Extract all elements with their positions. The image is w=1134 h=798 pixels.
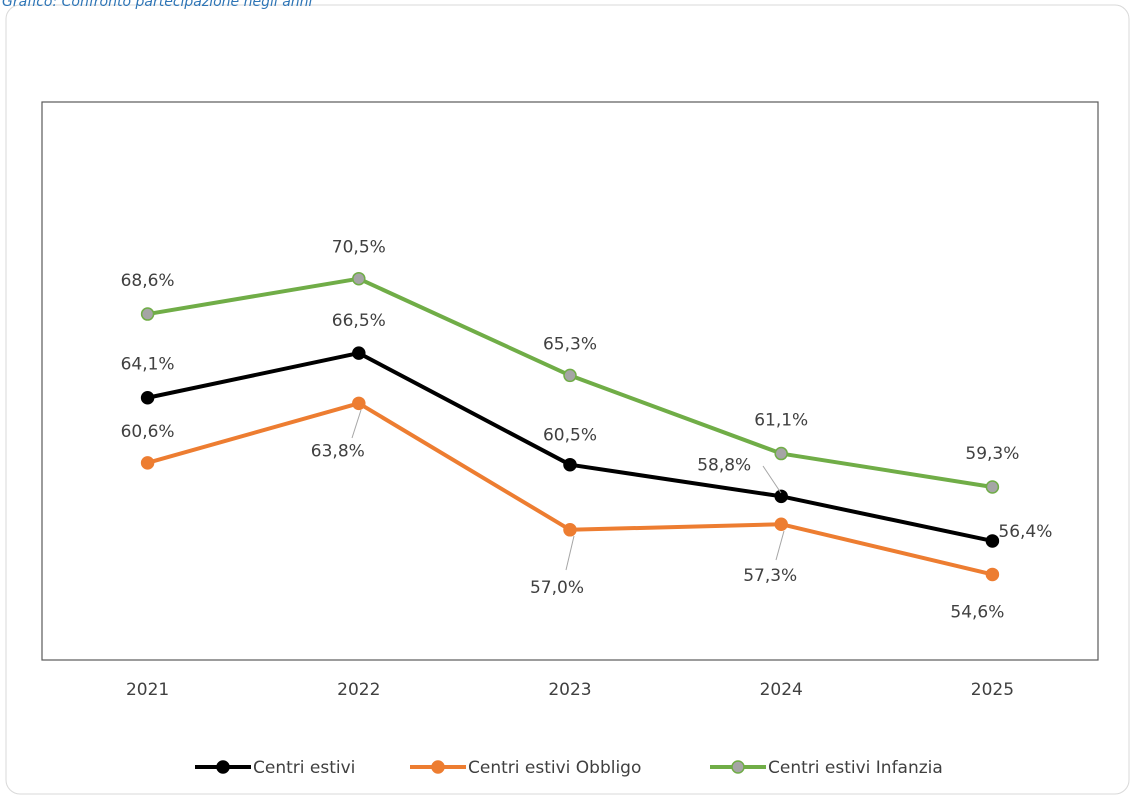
leader-line <box>762 465 782 494</box>
data-point <box>774 446 788 461</box>
data-point <box>352 271 366 286</box>
data-point <box>985 480 1000 494</box>
data-point <box>563 368 577 383</box>
data-point <box>563 523 577 537</box>
data-point <box>774 489 788 504</box>
data-label: 57,3% <box>743 566 797 586</box>
x-tick-label: 2022 <box>337 680 380 700</box>
chart-frame <box>5 4 1130 795</box>
data-point <box>140 307 155 321</box>
data-label: 56,4% <box>998 522 1052 542</box>
data-point <box>140 390 155 405</box>
legend-label: Centri estivi Infanzia <box>768 758 943 778</box>
leader-line <box>351 409 362 439</box>
legend-marker <box>431 760 445 774</box>
data-label: 70,5% <box>332 238 386 258</box>
data-point <box>563 457 577 472</box>
data-label: 60,6% <box>121 422 175 442</box>
leader-line <box>775 530 785 561</box>
data-label: 65,3% <box>543 334 597 354</box>
data-point <box>774 517 788 531</box>
x-tick-label: 2024 <box>760 680 803 700</box>
data-label: 66,5% <box>332 311 386 331</box>
data-label: 58,8% <box>697 455 751 475</box>
legend-label: Centri estivi <box>253 758 355 778</box>
leader-line <box>565 535 575 571</box>
legend-marker <box>216 760 230 774</box>
data-label: 57,0% <box>530 578 584 598</box>
data-label: 59,3% <box>965 444 1019 464</box>
data-point <box>985 534 1000 548</box>
x-tick-label: 2023 <box>548 680 591 700</box>
data-point <box>985 567 1000 582</box>
chart-title: Grafico: Confronto partecipazione negli … <box>2 0 313 10</box>
data-label: 63,8% <box>311 441 365 461</box>
data-point <box>140 456 155 470</box>
data-label: 60,5% <box>543 426 597 446</box>
legend-marker <box>731 760 745 774</box>
data-label: 68,6% <box>121 271 175 291</box>
plot-area <box>41 101 1099 661</box>
data-point <box>352 396 366 411</box>
data-point <box>352 346 366 360</box>
x-tick-label: 2021 <box>126 680 169 700</box>
data-label: 64,1% <box>121 355 175 375</box>
data-label: 61,1% <box>754 411 808 431</box>
data-label: 54,6% <box>950 602 1004 622</box>
legend-label: Centri estivi Obbligo <box>468 758 641 778</box>
x-tick-label: 2025 <box>971 680 1014 700</box>
